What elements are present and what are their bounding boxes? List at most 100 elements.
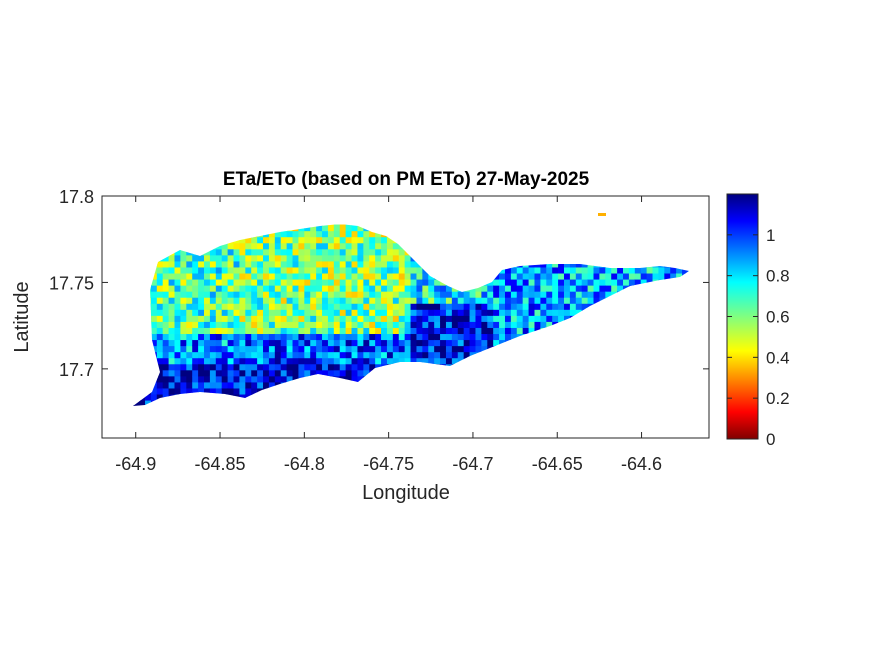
- heatmap-cell: [280, 242, 288, 250]
- heatmap-cell: [339, 381, 347, 389]
- heatmap-cell: [687, 291, 689, 298]
- heatmap-cell: [653, 406, 660, 413]
- heatmap-cell: [192, 230, 199, 238]
- heatmap-cell: [563, 242, 571, 250]
- heatmap-cell: [676, 406, 683, 413]
- heatmap-cell: [345, 272, 353, 280]
- heatmap-cell: [286, 393, 294, 401]
- heatmap-cell: [499, 230, 506, 238]
- heatmap-cell: [428, 327, 435, 335]
- heatmap-cell: [534, 248, 541, 256]
- heatmap-cell: [145, 309, 152, 316]
- heatmap-cell: [268, 381, 276, 389]
- heatmap-cell: [333, 381, 341, 389]
- heatmap-cell: [428, 333, 435, 341]
- heatmap-cell: [416, 399, 423, 406]
- heatmap-cell: [239, 248, 246, 256]
- heatmap-cell: [327, 357, 335, 365]
- heatmap-cell: [575, 303, 583, 310]
- heatmap-cell: [221, 387, 229, 395]
- heatmap-cell: [587, 278, 595, 286]
- heatmap-cell: [363, 236, 370, 244]
- heatmap-cell: [345, 230, 353, 238]
- heatmap-cell: [180, 303, 187, 310]
- heatmap-cell: [658, 266, 665, 274]
- heatmap-cell: [481, 393, 488, 401]
- heatmap-cell: [687, 230, 689, 238]
- heatmap-cell: [133, 278, 134, 286]
- heatmap-cell: [333, 321, 341, 328]
- heatmap-cell: [139, 230, 146, 238]
- heatmap-cell: [564, 406, 571, 413]
- heatmap-cell: [463, 363, 471, 371]
- heatmap-cell: [700, 255, 707, 262]
- heatmap-cell: [386, 357, 394, 365]
- heatmap-cell: [251, 230, 258, 238]
- heatmap-cell: [410, 291, 418, 298]
- heatmap-cell: [322, 266, 329, 274]
- heatmap-cell: [357, 291, 364, 298]
- heatmap-cell: [139, 291, 146, 298]
- heatmap-cell: [652, 339, 660, 347]
- heatmap-cell: [670, 339, 677, 347]
- heatmap-cell: [280, 321, 288, 328]
- heatmap-cell: [381, 315, 388, 322]
- heatmap-cell: [611, 248, 618, 256]
- heatmap-cell: [640, 351, 648, 359]
- heatmap-cell: [652, 285, 660, 292]
- heatmap-cell: [351, 399, 359, 406]
- heatmap-cell: [676, 254, 683, 262]
- heatmap-cell: [623, 260, 630, 268]
- heatmap-cell: [410, 333, 418, 341]
- heatmap-cell: [558, 297, 565, 304]
- heatmap-cell: [363, 351, 370, 359]
- heatmap-cell: [434, 278, 441, 286]
- heatmap-cell: [587, 266, 595, 274]
- heatmap-cell: [333, 393, 341, 401]
- heatmap-cell: [192, 248, 199, 256]
- heatmap-cell: [386, 272, 394, 280]
- heatmap-cell: [563, 254, 571, 262]
- heatmap-cell: [563, 236, 571, 244]
- heatmap-cell: [469, 393, 477, 401]
- heatmap-cell: [575, 242, 583, 250]
- heatmap-cell: [516, 272, 524, 280]
- heatmap-cell: [263, 339, 270, 347]
- heatmap-cell: [393, 406, 400, 413]
- heatmap-cell: [475, 303, 482, 310]
- y-tick-label: 17.7: [59, 360, 94, 380]
- plot-frame: [101, 195, 710, 439]
- heatmap-cell: [168, 351, 176, 359]
- heatmap-cell: [676, 387, 683, 395]
- heatmap-cell: [640, 291, 648, 298]
- heatmap-cell: [345, 242, 353, 250]
- heatmap-cell: [281, 406, 288, 413]
- heatmap-cell: [327, 351, 335, 359]
- heatmap-cell: [345, 363, 353, 371]
- heatmap-cell: [593, 381, 600, 389]
- heatmap-cell: [381, 369, 388, 377]
- heatmap-cell: [381, 285, 388, 292]
- heatmap-cell: [156, 375, 164, 383]
- heatmap-cell: [599, 285, 606, 292]
- heatmap-cell: [145, 333, 152, 341]
- heatmap-cell: [469, 236, 477, 244]
- heatmap-cell: [546, 278, 553, 286]
- heatmap-cell: [682, 393, 689, 401]
- heatmap-cell: [463, 266, 471, 274]
- heatmap-cell: [416, 321, 423, 328]
- heatmap-cell: [487, 321, 494, 328]
- heatmap-cell: [298, 254, 305, 262]
- heatmap-cell: [310, 242, 317, 250]
- heatmap-cell: [569, 375, 577, 383]
- heatmap-cell: [133, 254, 140, 262]
- heatmap-cell: [499, 242, 506, 250]
- heatmap-cell: [150, 321, 158, 328]
- heatmap-cell: [428, 285, 435, 292]
- heatmap-cell: [274, 224, 282, 232]
- heatmap-cell: [700, 358, 707, 365]
- heatmap-cell: [292, 369, 300, 377]
- heatmap-cell: [617, 345, 624, 353]
- heatmap-cell: [422, 351, 429, 359]
- heatmap-cell: [694, 285, 701, 292]
